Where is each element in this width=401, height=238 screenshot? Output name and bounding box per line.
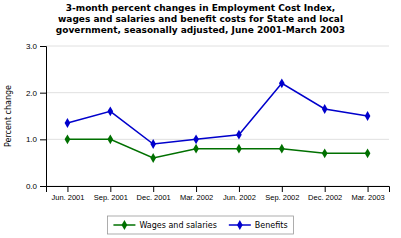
series-marker [107, 106, 113, 116]
legend-item: Wages and salaries [113, 220, 216, 230]
y-axis: 0.0 1.0 2.0 3.0 [26, 42, 47, 191]
series-marker [322, 104, 328, 114]
x-tick: Mar. 2002 [180, 186, 213, 202]
legend-label: Benefits [255, 221, 288, 230]
legend-label: Wages and salaries [139, 221, 216, 230]
y-tick: 0.0 [26, 182, 46, 191]
legend-frame [107, 216, 293, 234]
x-tick: Jun. 2001 [51, 186, 84, 202]
x-tick: Mar. 2003 [351, 186, 384, 202]
series-marker [65, 134, 71, 144]
x-tick-mark [196, 186, 197, 192]
x-tick: Dec. 2001 [137, 186, 171, 202]
x-tick-mark [282, 186, 283, 192]
title: 3-month percent changes in Employment Co… [66, 3, 336, 13]
series-line [67, 83, 367, 144]
title: government, seasonally adjusted, June 20… [56, 25, 345, 35]
y-tick-mark [40, 186, 46, 187]
series-marker [65, 118, 71, 128]
y-tick-label: 2.0 [26, 89, 38, 98]
y-tick-label: 0.0 [26, 182, 38, 191]
series-marker [365, 111, 371, 121]
legend-marker [122, 220, 128, 230]
x-tick-mark [110, 186, 111, 192]
x-tick-label: Mar. 2003 [351, 193, 384, 202]
chart: 3-month percent changes in Employment Co… [0, 0, 401, 238]
x-tick-mark [325, 186, 326, 192]
series-line [67, 139, 367, 158]
y-tick: 1.0 [26, 135, 46, 144]
x-tick-label: Mar. 2002 [180, 193, 213, 202]
y-tick-mark [40, 139, 46, 140]
x-tick-mark [239, 186, 240, 192]
grid [46, 46, 389, 186]
grid-line [46, 92, 389, 93]
y-tick-label: 3.0 [26, 42, 38, 51]
y-tick-mark [40, 46, 46, 47]
x-tick-label: Sep. 2001 [94, 193, 128, 202]
series-marker [279, 78, 285, 88]
y-tick-label: 1.0 [26, 135, 38, 144]
series-marker [150, 153, 156, 163]
x-tick: Dec. 2002 [308, 186, 342, 202]
x-tick: Sep. 2002 [265, 186, 299, 202]
series-marker [150, 139, 156, 149]
legend-marker [237, 220, 243, 230]
plot: 0.0 1.0 2.0 3.0 Jun. 2001 Sep. 2001 Dec. 2001 M… [26, 42, 390, 202]
series-marker [279, 144, 285, 154]
legend: Wages and salaries Benefits [107, 216, 293, 234]
x-tick-label: Sep. 2002 [265, 193, 299, 202]
y-axis-title: Percent change [4, 85, 13, 147]
y-axis-line [40, 47, 47, 187]
x-tick-mark [153, 186, 154, 192]
series-marker [236, 144, 242, 154]
y-tick: 3.0 [26, 42, 46, 51]
title-group: 3-month percent changes in Employment Co… [56, 3, 345, 35]
series-marker [193, 134, 199, 144]
x-tick-label: Dec. 2002 [308, 193, 342, 202]
x-tick-mark [368, 186, 369, 192]
series-group [65, 78, 371, 163]
grid-line [46, 46, 389, 47]
x-tick-label: Dec. 2001 [137, 193, 171, 202]
y-tick-mark [40, 93, 46, 94]
x-tick: Jun. 2002 [223, 186, 256, 202]
legend-item: Benefits [229, 220, 288, 230]
x-tick-label: Jun. 2002 [223, 193, 256, 202]
x-axis-line [47, 187, 390, 193]
series-marker [236, 130, 242, 140]
series-marker [322, 148, 328, 158]
title: wages and salaries and benefit costs for… [58, 14, 343, 24]
x-tick-mark [67, 186, 68, 192]
y-tick: 2.0 [26, 89, 46, 98]
series-marker [107, 134, 113, 144]
series-marker [365, 148, 371, 158]
x-axis: Jun. 2001 Sep. 2001 Dec. 2001 Mar. 2002 Jun.… [47, 186, 390, 202]
series-marker [193, 144, 199, 154]
x-tick: Sep. 2001 [94, 186, 128, 202]
x-tick-label: Jun. 2001 [51, 193, 84, 202]
